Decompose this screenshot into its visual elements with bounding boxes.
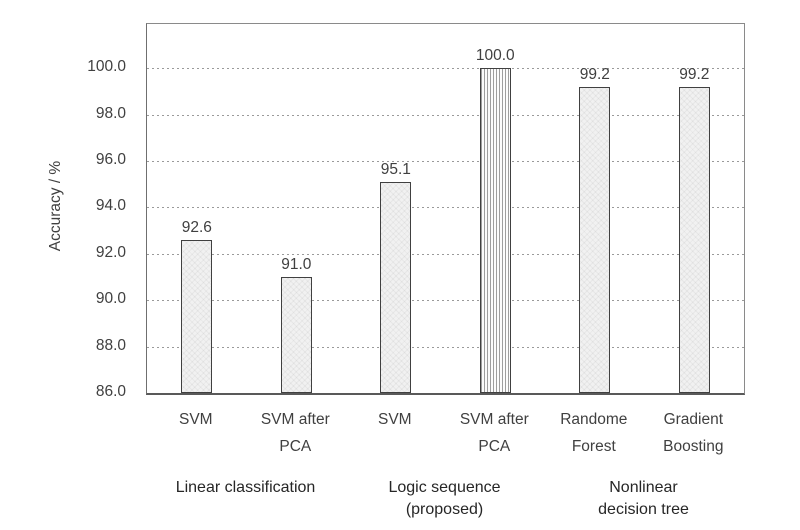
gridline-94.0 <box>147 207 744 209</box>
category-label-3: SVM after PCA <box>459 411 529 455</box>
y-tick-label-88.0: 88.0 <box>95 336 126 354</box>
gridline-100.0 <box>147 68 744 70</box>
group-label-2: Nonlinear decision tree <box>598 479 689 518</box>
bar-value-label-4: 99.2 <box>579 65 610 83</box>
plot-area: 92.6 91.0 95.1 100.0 99.2 99.2 <box>146 23 745 395</box>
gridline-96.0 <box>147 160 744 162</box>
bar-value-label-2: 95.1 <box>380 160 411 178</box>
y-tick-label-86.0: 86.0 <box>95 383 126 400</box>
category-label-4: Randome Forest <box>560 411 628 455</box>
bar-5 <box>678 86 710 393</box>
gridline-98.0 <box>147 114 744 116</box>
bar-value-label-3: 100.0 <box>475 47 515 65</box>
bar-value-label-0: 92.6 <box>181 218 212 236</box>
category-label-2: SVM <box>378 411 412 428</box>
bar-2 <box>380 181 412 393</box>
bar-value-label-5: 99.2 <box>679 65 710 83</box>
category-label-5: Gradient Boosting <box>663 411 724 455</box>
y-tick-label-96.0: 96.0 <box>95 150 126 168</box>
gridline-88.0 <box>147 346 744 348</box>
gridline-90.0 <box>147 300 744 302</box>
bar-4 <box>579 86 611 393</box>
category-label-0: SVM <box>179 411 213 428</box>
bar-0 <box>181 239 213 393</box>
bar-1 <box>280 277 312 393</box>
y-tick-label-100.0: 100.0 <box>87 58 126 76</box>
y-tick-label-90.0: 90.0 <box>95 290 126 308</box>
gridline-92.0 <box>147 253 744 255</box>
bar-value-label-1: 91.0 <box>281 256 312 273</box>
group-label-1: Logic sequence (proposed) <box>388 479 501 518</box>
category-label-1: SVM after PCA <box>260 411 330 455</box>
group-label-0: Linear classification <box>175 479 316 496</box>
y-tick-label-98.0: 98.0 <box>95 104 126 122</box>
bar-3 <box>479 68 511 393</box>
y-tick-label-94.0: 94.0 <box>95 197 126 215</box>
y-tick-label-92.0: 92.0 <box>95 243 126 261</box>
